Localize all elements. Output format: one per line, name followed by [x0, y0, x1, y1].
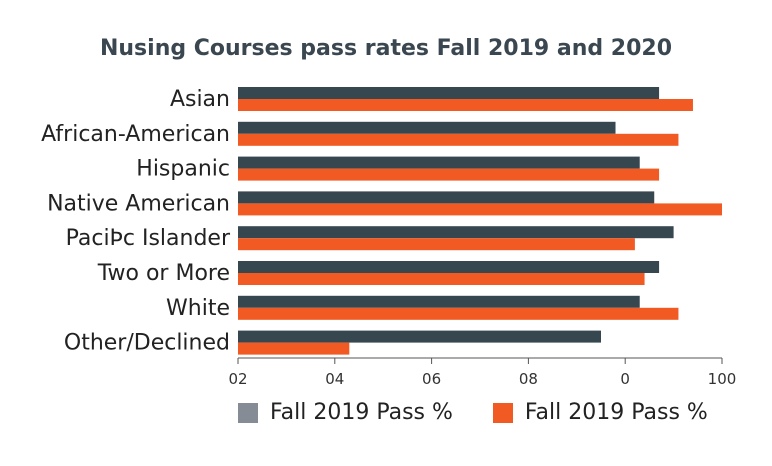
category-label: White — [166, 296, 230, 321]
bar-1-5 — [238, 226, 674, 239]
bar-2-4 — [238, 203, 722, 216]
legend-label-series-1: Fall 2019 Pass % — [270, 400, 453, 425]
bar-1-6 — [238, 261, 660, 273]
x-tick-label: 100 — [708, 370, 737, 388]
legend-label-series-2: Fall 2019 Pass % — [524, 400, 708, 425]
bar-2-8 — [238, 342, 350, 355]
x-tick-label: 04 — [325, 370, 344, 388]
category-label: African-American — [41, 122, 230, 147]
bar-2-6 — [238, 273, 645, 285]
x-tick-label: 0 — [620, 370, 630, 388]
category-label: Asian — [170, 87, 230, 112]
bar-2-1 — [238, 99, 693, 111]
category-label: Native American — [47, 191, 230, 216]
bar-1-1 — [238, 87, 660, 99]
bar-1-2 — [238, 121, 616, 134]
category-label: Other/Declined — [64, 331, 230, 356]
bar-2-7 — [238, 307, 679, 320]
x-tick-label: 02 — [228, 370, 247, 388]
bar-2-2 — [238, 133, 679, 146]
chart-title: Nusing Courses pass rates Fall 2019 and … — [99, 36, 672, 61]
legend-item-series-1: Fall 2019 Pass % — [238, 400, 453, 425]
legend-item-series-2: Fall 2019 Pass % — [492, 400, 708, 425]
legend-swatch-series-2 — [492, 402, 513, 423]
bar-1-7 — [238, 295, 640, 308]
x-tick-label: 08 — [519, 370, 538, 388]
legend: Fall 2019 Pass % Fall 2019 Pass % — [238, 400, 748, 425]
bar-1-4 — [238, 191, 655, 204]
category-label: Hispanic — [136, 157, 230, 182]
bar-1-3 — [238, 156, 640, 169]
legend-swatch-series-1 — [238, 402, 258, 423]
bar-2-5 — [238, 238, 635, 251]
bar-2-3 — [238, 168, 660, 181]
bar-1-8 — [238, 330, 601, 343]
category-label: PaciÞc Islander — [66, 226, 231, 251]
category-label: Two or More — [97, 261, 230, 286]
x-tick-label: 06 — [422, 370, 441, 388]
